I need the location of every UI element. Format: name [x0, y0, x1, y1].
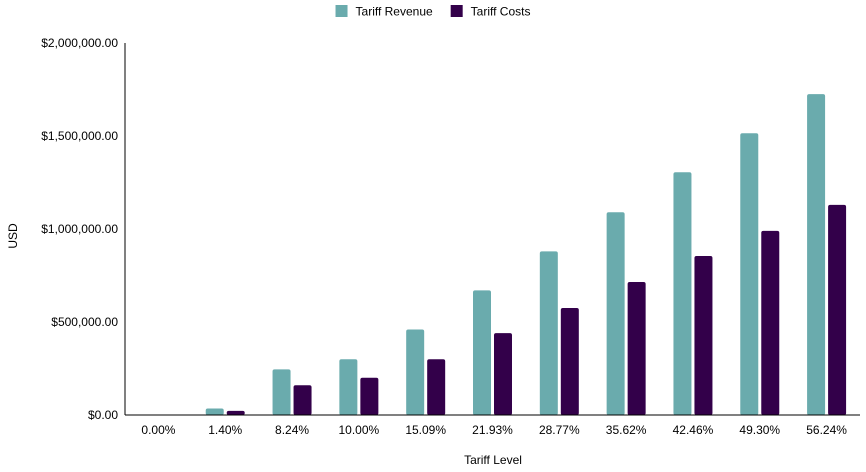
bar-tariff-costs [627, 282, 646, 415]
x-tick-label: 10.00% [339, 423, 380, 437]
bar-tariff-costs [694, 255, 713, 415]
x-tick-label: 56.24% [806, 423, 847, 437]
bar-tariff-costs [560, 308, 579, 415]
x-tick-label: 8.24% [275, 423, 309, 437]
x-tick-label: 49.30% [739, 423, 780, 437]
bar-tariff-costs [828, 204, 847, 415]
bar-tariff-costs [226, 410, 245, 415]
bar-tariff-costs [293, 385, 312, 415]
x-tick-label: 42.46% [673, 423, 714, 437]
bar-tariff-revenue [272, 369, 291, 415]
legend-swatch [450, 5, 463, 17]
bar-tariff-revenue [406, 329, 425, 415]
bar-tariff-revenue [606, 212, 625, 415]
legend-item: Tariff Revenue [335, 5, 433, 19]
bar-tariff-costs [427, 359, 446, 415]
legend-label: Tariff Costs [471, 5, 531, 19]
x-tick-label: 15.09% [405, 423, 446, 437]
bar-tariff-revenue [740, 133, 759, 415]
x-tick-label: 1.40% [208, 423, 242, 437]
bar-tariff-costs [761, 230, 780, 415]
y-tick-label: $2,000,000.00 [41, 36, 118, 50]
y-tick-label: $1,000,000.00 [41, 222, 118, 236]
bar-tariff-costs [360, 377, 379, 415]
legend-swatch [335, 5, 348, 17]
y-tick-label: $500,000.00 [51, 315, 118, 329]
bar-tariff-revenue [205, 408, 224, 415]
x-tick-label: 0.00% [141, 423, 175, 437]
x-tick-label: 35.62% [606, 423, 647, 437]
bar-tariff-revenue [673, 172, 692, 415]
y-axis: $0.00 $500,000.00 $1,000,000.00 $1,500,000.… [41, 36, 126, 422]
x-tick-label: 28.77% [539, 423, 580, 437]
bar-tariff-revenue [339, 359, 358, 415]
y-tick-label: $0.00 [88, 408, 118, 422]
bar-tariff-revenue [539, 251, 558, 415]
x-axis: 0.00% 1.40% 8.24% 10.00% 15.09% 21.93% 28.77% 3… [125, 414, 860, 437]
x-axis-label: Tariff Level [464, 453, 522, 467]
y-tick-label: $1,500,000.00 [41, 129, 118, 143]
legend-label: Tariff Revenue [356, 5, 433, 19]
bar-tariff-costs [494, 333, 512, 415]
legend: Tariff Revenue Tariff Costs [335, 5, 531, 19]
bar-tariff-revenue [807, 94, 826, 416]
y-axis-label: USD [6, 223, 20, 249]
bars [205, 94, 847, 416]
x-tick-label: 21.93% [472, 423, 513, 437]
bar-tariff-revenue [473, 290, 491, 415]
legend-item: Tariff Costs [450, 5, 531, 19]
